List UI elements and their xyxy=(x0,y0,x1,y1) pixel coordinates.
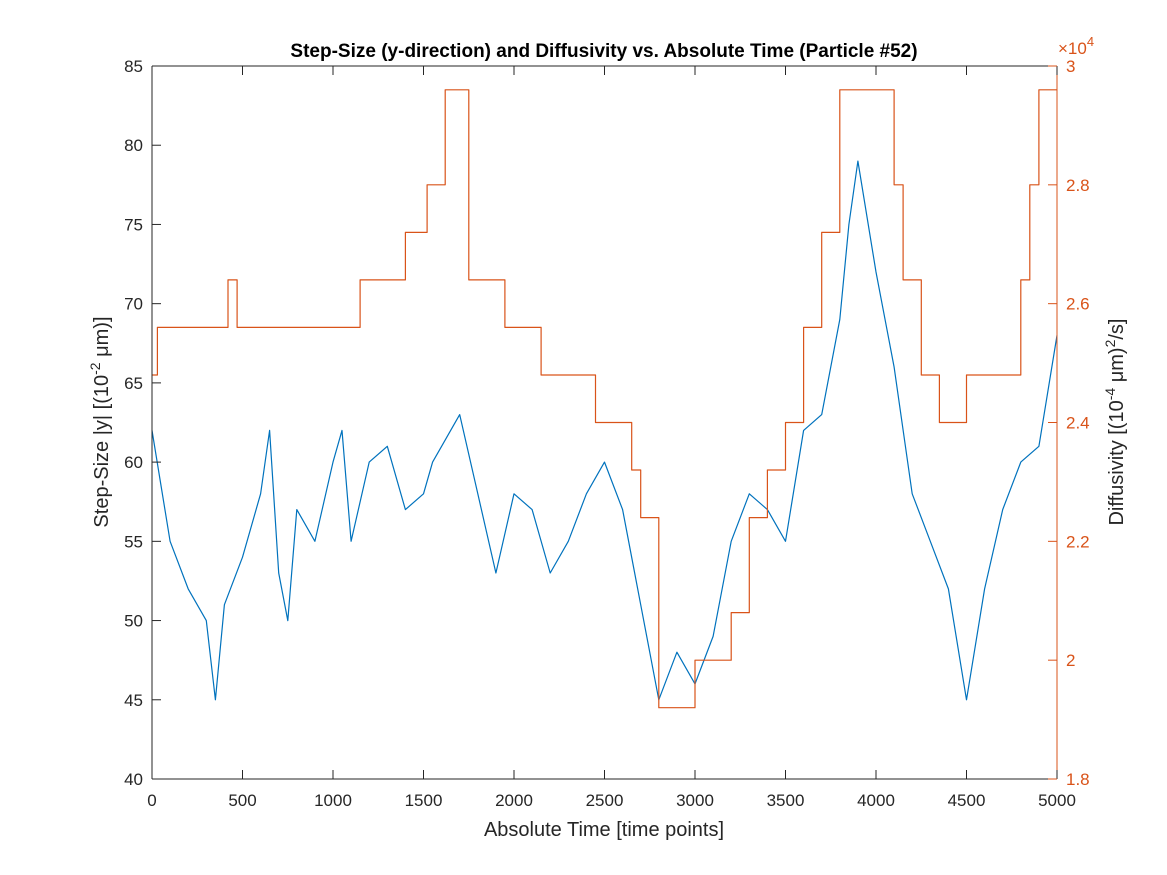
step-size-series-line xyxy=(151,160,1058,701)
ticks-layer: 0 500 1000 1500 2000 2500 3000 3500 4000 4500 5000… xyxy=(124,57,1090,810)
chart-title: Step-Size (y-direction) and Diffusivity … xyxy=(290,41,917,62)
y-left-tick-label: 80 xyxy=(124,136,143,155)
diffusivity-series-line xyxy=(152,89,1057,709)
diffusivity-series-layer xyxy=(152,89,1057,709)
x-tick-label: 3500 xyxy=(767,791,805,810)
x-tick-label: 3000 xyxy=(676,791,714,810)
x-tick-label: 1000 xyxy=(314,791,352,810)
y-left-tick-label: 55 xyxy=(124,532,143,551)
x-tick-label: 0 xyxy=(147,791,156,810)
x-tick-label: 500 xyxy=(228,791,256,810)
x-tick-label: 2000 xyxy=(495,791,533,810)
y-right-tick-label: 3 xyxy=(1066,57,1075,76)
y-left-tick-label: 50 xyxy=(124,612,143,631)
y-left-tick-label: 65 xyxy=(124,374,143,393)
y-left-tick-label: 70 xyxy=(124,295,143,314)
y-axis-left-label: Step-Size |y| [(10-2 μm)] xyxy=(87,316,113,527)
step-size-series-layer xyxy=(151,160,1058,701)
y-left-tick-label: 75 xyxy=(124,215,143,234)
x-axis-label: Absolute Time [time points] xyxy=(484,819,724,841)
right-axis-exponent: ×104 xyxy=(1058,34,1094,58)
x-tick-label: 4000 xyxy=(857,791,895,810)
x-tick-label: 5000 xyxy=(1038,791,1076,810)
y-left-tick-label: 40 xyxy=(124,770,143,789)
y-right-tick-label: 2.2 xyxy=(1066,532,1090,551)
y-right-tick-label: 1.8 xyxy=(1066,770,1090,789)
y-left-tick-label: 60 xyxy=(124,453,143,472)
x-tick-label: 1500 xyxy=(405,791,443,810)
y-axis-right-label: Diffusivity [(10-4 μm)2/s] xyxy=(1102,318,1128,525)
x-tick-label: 2500 xyxy=(586,791,624,810)
y-right-tick-label: 2.8 xyxy=(1066,176,1090,195)
y-right-tick-label: 2.4 xyxy=(1066,414,1090,433)
x-tick-label: 4500 xyxy=(948,791,986,810)
y-right-tick-label: 2.6 xyxy=(1066,295,1090,314)
y-right-tick-label: 2 xyxy=(1066,651,1075,670)
y-left-tick-label: 85 xyxy=(124,57,143,76)
y-left-tick-label: 45 xyxy=(124,691,143,710)
